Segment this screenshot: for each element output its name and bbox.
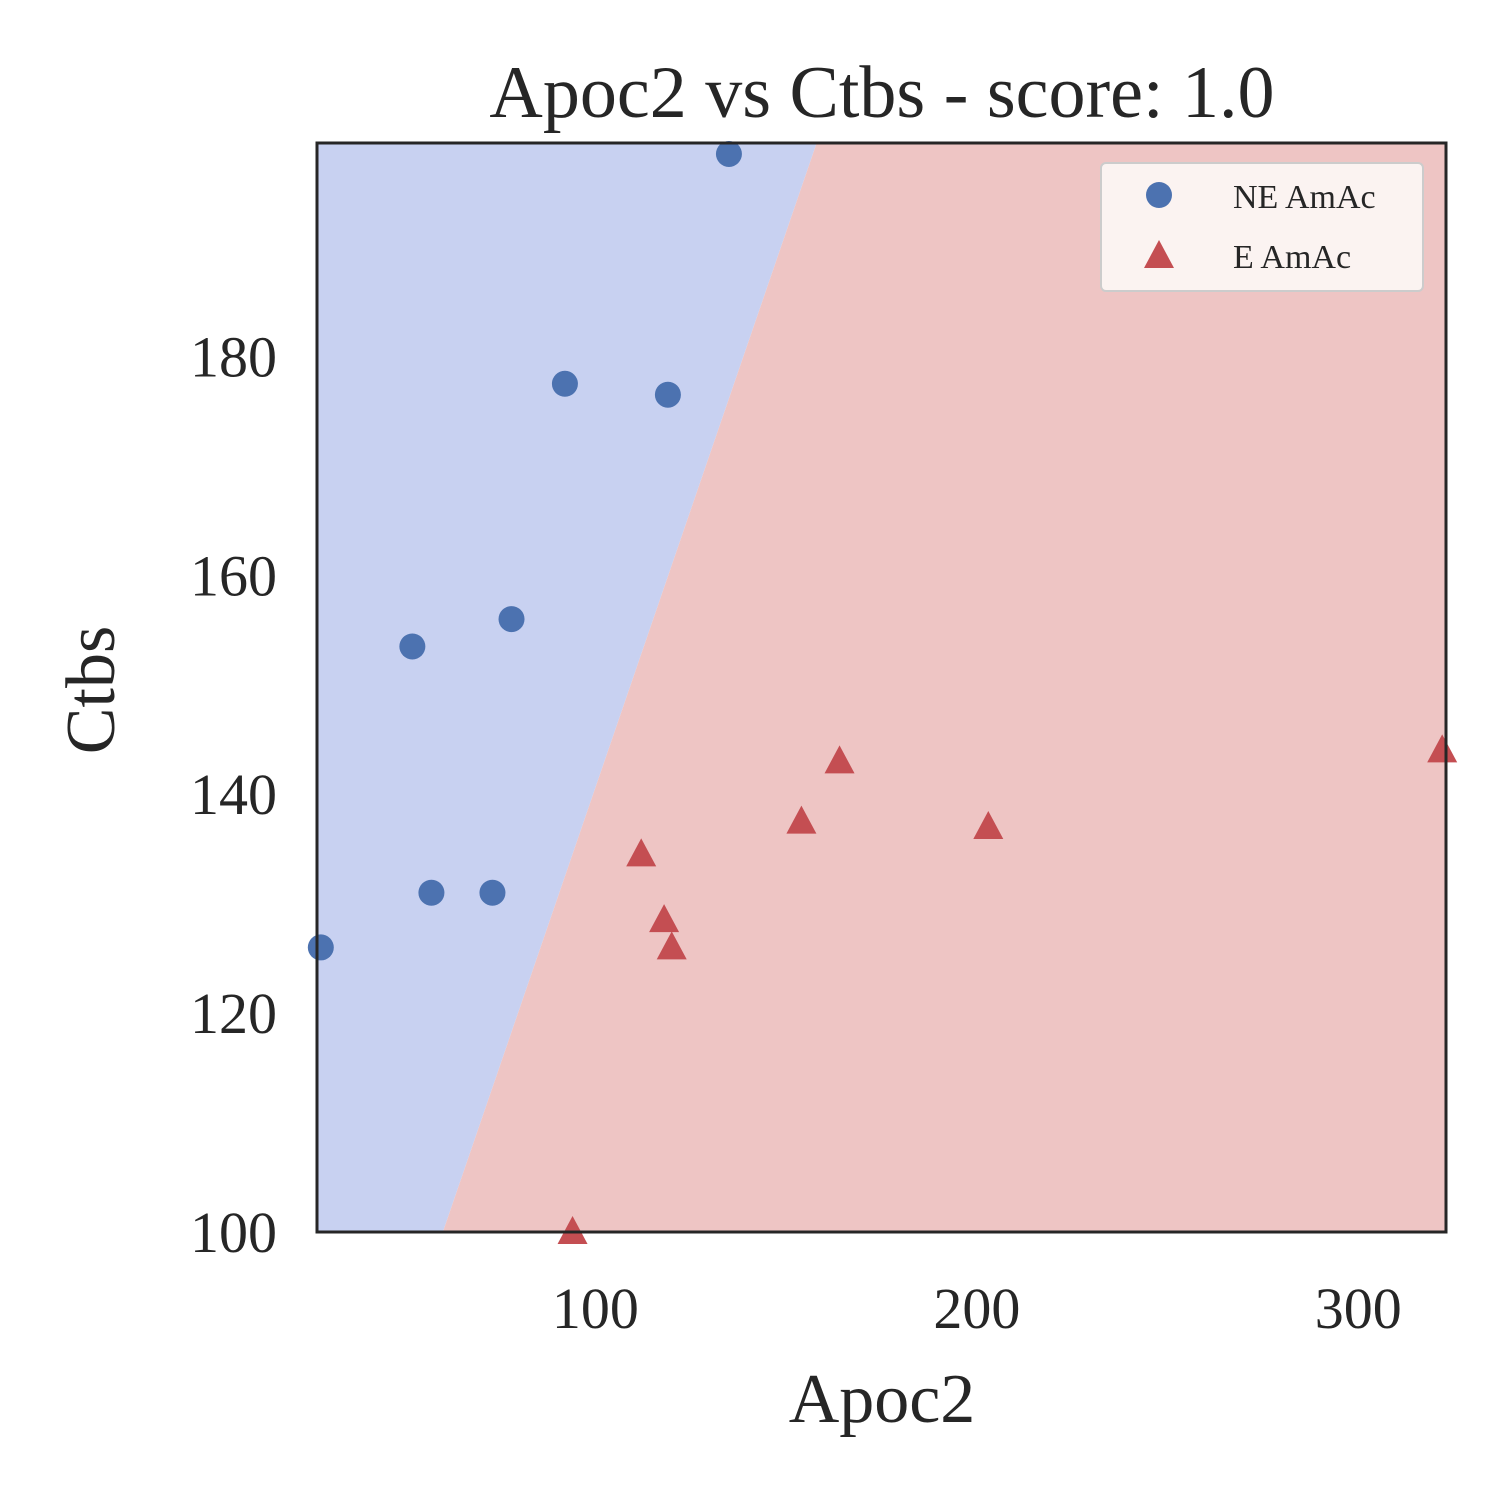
y-tick-label: 160 — [190, 543, 277, 608]
ne-amac-region — [317, 143, 817, 1232]
data-point-e-amac — [824, 745, 855, 774]
e-amac-region — [442, 143, 1446, 1232]
data-point-e-amac — [656, 931, 687, 960]
data-point-ne-amac — [418, 879, 445, 906]
y-tick-label: 100 — [190, 1200, 277, 1265]
data-point-e-amac — [973, 811, 1004, 840]
data-point-e-amac — [557, 1216, 588, 1244]
legend: NE AmAc E AmAc — [1100, 162, 1424, 292]
data-point-ne-amac — [399, 633, 426, 660]
y-axis-label: Ctbs — [53, 626, 130, 754]
data-point-ne-amac — [479, 879, 506, 906]
y-tick-label: 140 — [190, 762, 277, 827]
legend-marker-ne-amac — [1146, 182, 1172, 208]
chart-title: Apoc2 vs Ctbs - score: 1.0 — [489, 52, 1274, 134]
y-tick-label: 120 — [190, 981, 277, 1046]
data-point-ne-amac — [307, 934, 334, 961]
data-point-ne-amac — [498, 606, 525, 633]
x-tick-label: 100 — [552, 1276, 639, 1341]
x-tick-label: 300 — [1315, 1276, 1402, 1341]
data-points — [307, 140, 1458, 1244]
data-point-ne-amac — [654, 381, 681, 408]
x-axis-label: Apoc2 — [789, 1361, 976, 1438]
data-point-ne-amac — [715, 140, 742, 167]
axis-ticks: 100 200 300 100 120 140 160 180 — [190, 324, 1402, 1341]
plot-frame — [315, 141, 1448, 1234]
legend-marker-e-amac — [1144, 240, 1174, 268]
data-point-e-amac — [786, 805, 817, 834]
y-tick-label: 180 — [190, 324, 277, 389]
data-point-e-amac — [626, 838, 657, 867]
legend-box — [1100, 162, 1424, 292]
data-point-e-amac — [1427, 734, 1458, 763]
decision-regions — [317, 143, 1446, 1232]
legend-label-ne-amac: NE AmAc — [1233, 179, 1376, 216]
x-tick-label: 200 — [933, 1276, 1020, 1341]
data-point-e-amac — [649, 904, 680, 933]
data-point-ne-amac — [551, 370, 578, 397]
legend-label-e-amac: E AmAc — [1233, 239, 1351, 276]
